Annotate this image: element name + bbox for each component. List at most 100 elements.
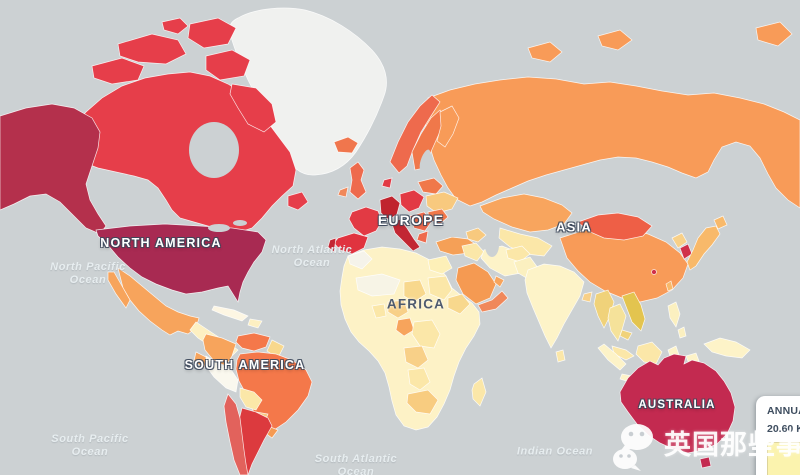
region-congo[interactable]: [395, 317, 415, 337]
region-egypt[interactable]: [427, 255, 453, 275]
region-saudi-arabia[interactable]: [455, 262, 497, 305]
region-madagascar[interactable]: [471, 377, 487, 407]
great-lakes: [233, 220, 247, 226]
region-tasmania[interactable]: [699, 456, 712, 469]
region-kazakhstan[interactable]: [479, 193, 573, 233]
region-norway[interactable]: [389, 94, 441, 174]
region-russia-island[interactable]: [597, 29, 633, 51]
region-uk[interactable]: [349, 161, 367, 200]
label-europe: EUROPE: [377, 212, 445, 228]
region-philippines[interactable]: [667, 301, 681, 328]
region-taiwan[interactable]: [665, 280, 674, 292]
region-canada-island[interactable]: [229, 83, 277, 133]
label-north-pacific-ocean: North Pacific Ocean: [50, 260, 126, 286]
region-canada-island[interactable]: [117, 33, 187, 65]
region-portugal[interactable]: [327, 237, 337, 253]
region-finland[interactable]: [436, 105, 460, 148]
region-angola[interactable]: [403, 345, 429, 369]
region-india[interactable]: [524, 263, 585, 349]
label-asia: ASIA: [556, 219, 592, 235]
region-denmark[interactable]: [381, 177, 393, 189]
region-russia-island[interactable]: [527, 41, 563, 63]
region-gulf-states[interactable]: [493, 275, 505, 288]
watermark-text: 英国那些事儿: [664, 430, 800, 461]
region-cuba[interactable]: [211, 305, 249, 322]
region-philippines[interactable]: [677, 326, 687, 339]
label-indian-ocean: Indian Ocean: [516, 445, 594, 458]
great-lakes: [208, 224, 230, 232]
region-sri-lanka[interactable]: [555, 349, 566, 363]
wechat-icon: [613, 424, 653, 471]
legend-value: 20.60 K: [767, 423, 800, 435]
region-morocco[interactable]: [347, 250, 373, 270]
region-canada[interactable]: [59, 71, 297, 233]
region-south-africa[interactable]: [406, 389, 439, 415]
region-caucasus[interactable]: [465, 227, 487, 243]
region-mali-mauritania[interactable]: [355, 273, 401, 297]
region-russia[interactable]: [424, 76, 800, 209]
region-new-guinea[interactable]: [703, 337, 751, 359]
label-africa: AFRICA: [386, 296, 446, 312]
region-bolivia[interactable]: [239, 387, 263, 411]
label-australia: AUSTRALIA: [638, 399, 716, 411]
region-west-africa[interactable]: [371, 303, 387, 319]
region-ukraine[interactable]: [425, 191, 459, 214]
region-canada-island[interactable]: [161, 17, 189, 35]
region-ecuador[interactable]: [193, 351, 209, 369]
region-mexico-baja[interactable]: [107, 271, 131, 309]
region-sudan[interactable]: [427, 275, 453, 301]
region-drc[interactable]: [411, 319, 441, 349]
legend-title: ANNUA: [767, 405, 800, 417]
region-germany[interactable]: [379, 195, 401, 221]
region-afghanistan[interactable]: [505, 245, 531, 263]
region-japan[interactable]: [686, 225, 721, 271]
region-canada-island[interactable]: [205, 49, 251, 81]
region-nigeria[interactable]: [387, 299, 409, 319]
region-chad[interactable]: [403, 279, 427, 303]
region-russia-island[interactable]: [755, 21, 793, 47]
region-venezuela[interactable]: [235, 332, 271, 352]
baltic-sea: [419, 149, 431, 171]
region-ethiopia[interactable]: [447, 293, 471, 315]
region-canada-island[interactable]: [287, 191, 309, 211]
region-usa[interactable]: [95, 223, 267, 303]
region-france[interactable]: [348, 206, 383, 237]
region-poland[interactable]: [399, 189, 425, 213]
caspian-sea: [485, 233, 499, 257]
region-greece[interactable]: [416, 230, 429, 244]
region-cambodia[interactable]: [619, 329, 633, 341]
region-colombia[interactable]: [202, 333, 237, 367]
region-belarus[interactable]: [417, 177, 444, 195]
region-indonesia-sumatra[interactable]: [597, 343, 627, 371]
legend-panel: ANNUA 20.60 K: [756, 396, 800, 475]
region-myanmar[interactable]: [593, 289, 615, 329]
region-namibia-botswana[interactable]: [407, 367, 431, 391]
region-italy[interactable]: [391, 218, 421, 252]
region-chile[interactable]: [223, 393, 249, 475]
region-mongolia[interactable]: [577, 212, 653, 241]
region-peru[interactable]: [205, 355, 239, 393]
region-iceland[interactable]: [333, 136, 359, 154]
region-bangladesh[interactable]: [581, 291, 593, 303]
region-hispaniola[interactable]: [247, 318, 263, 329]
region-vietnam[interactable]: [621, 291, 646, 332]
label-south-atlantic-ocean: South Atlantic Ocean: [314, 452, 398, 475]
region-brazil[interactable]: [235, 351, 313, 431]
black-sea: [439, 225, 465, 237]
region-japan-hokkaido[interactable]: [713, 215, 728, 230]
region-yemen-oman[interactable]: [477, 290, 509, 313]
hudson-bay: [189, 122, 239, 178]
legend-swatch: [767, 442, 800, 475]
region-central-asia[interactable]: [498, 227, 553, 257]
region-iraq-syria[interactable]: [461, 242, 485, 262]
watermark: 英国那些事儿: [611, 423, 800, 473]
region-hong-kong[interactable]: [651, 269, 657, 275]
region-balkans[interactable]: [409, 211, 433, 232]
region-canada-island[interactable]: [187, 17, 237, 49]
region-alaska[interactable]: [0, 103, 107, 235]
region-ireland[interactable]: [337, 186, 349, 198]
region-canada-island[interactable]: [91, 57, 145, 85]
region-north-korea[interactable]: [671, 232, 688, 249]
